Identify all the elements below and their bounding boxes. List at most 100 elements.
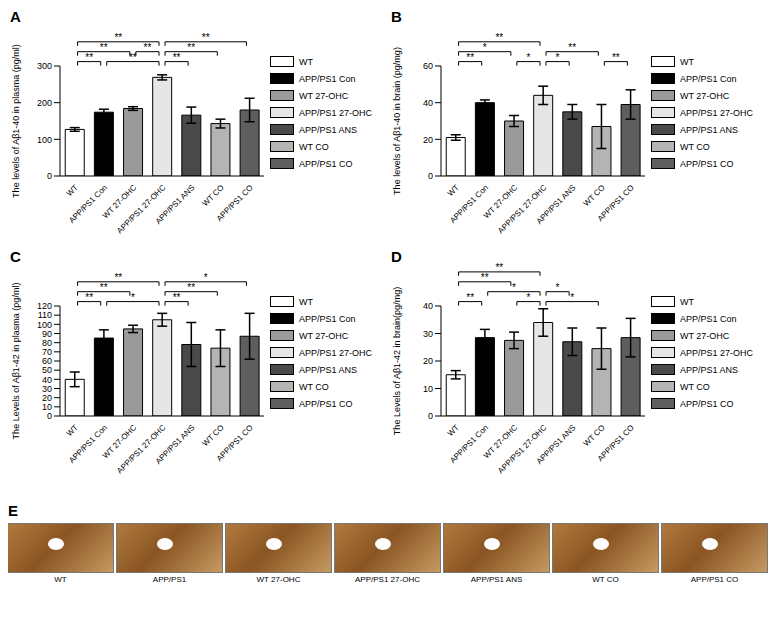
html-text:APP/PS1 Con: APP/PS1 Con	[680, 73, 737, 84]
svg-text:**: **	[85, 292, 93, 303]
svg-text:**: **	[100, 282, 108, 293]
svg-text:APP/PS1 27-OHC: APP/PS1 27-OHC	[496, 423, 548, 475]
svg-text:*: *	[512, 282, 516, 293]
svg-text:**: **	[100, 42, 108, 53]
svg-text:80: 80	[42, 338, 52, 348]
svg-text:APP/PS1 Con: APP/PS1 Con	[67, 423, 109, 465]
html-text:B: B	[391, 8, 402, 25]
svg-text:0: 0	[47, 411, 52, 421]
svg-text:WT: WT	[446, 183, 461, 198]
svg-text:10: 10	[423, 384, 433, 394]
svg-text:**: **	[466, 292, 474, 303]
svg-text:**: **	[144, 42, 152, 53]
svg-text:*: *	[556, 282, 560, 293]
svg-text:**: **	[187, 42, 195, 53]
html-text:WT 27-OHC: WT 27-OHC	[680, 90, 730, 101]
svg-text:*: *	[526, 292, 530, 303]
svg-text:*: *	[556, 52, 560, 63]
svg-text:*: *	[570, 292, 574, 303]
svg-text:120: 120	[37, 301, 52, 311]
svg-text:**: **	[568, 42, 576, 53]
html-text:APP/PS1 Con: APP/PS1 Con	[299, 73, 356, 84]
svg-text:APP/PS1 Con: APP/PS1 Con	[448, 423, 490, 465]
svg-text:30: 30	[423, 329, 433, 339]
svg-text:50: 50	[42, 365, 52, 375]
svg-text:APP/PS1 ANS: APP/PS1 ANS	[154, 423, 197, 466]
svg-text:The levels of Aβ1-40 in brain: The levels of Aβ1-40 in brain (pg/mg)	[392, 47, 402, 195]
svg-text:WT CO: WT CO	[201, 183, 226, 208]
svg-text:WT 27-OHC: WT 27-OHC	[100, 183, 139, 221]
svg-text:APP/PS1 27-OHC: APP/PS1 27-OHC	[115, 183, 167, 235]
svg-text:300: 300	[37, 61, 52, 71]
svg-text:**: **	[612, 52, 620, 63]
svg-text:APP/PS1 ANS: APP/PS1 ANS	[535, 183, 578, 226]
svg-text:20: 20	[423, 356, 433, 366]
svg-text:90: 90	[42, 329, 52, 339]
svg-text:*: *	[526, 52, 530, 63]
svg-text:0: 0	[47, 171, 52, 181]
html-text:WT 27-OHC: WT 27-OHC	[299, 90, 349, 101]
svg-text:WT: WT	[65, 183, 80, 198]
svg-text:WT 27-OHC: WT 27-OHC	[100, 423, 139, 461]
svg-text:**: **	[495, 262, 503, 273]
svg-text:40: 40	[423, 301, 433, 311]
svg-text:APP/PS1 27-OHC: APP/PS1 27-OHC	[115, 423, 167, 475]
html-text:A: A	[10, 8, 21, 25]
svg-text:**: **	[495, 32, 503, 43]
svg-text:30: 30	[42, 384, 52, 394]
svg-text:APP/PS1 ANS: APP/PS1 ANS	[535, 423, 578, 466]
svg-text:The Levels of Aβ1-42 in plasma: The Levels of Aβ1-42 in plasma (pg/ml)	[11, 283, 21, 440]
svg-text:APP/PS1 Con: APP/PS1 Con	[67, 183, 109, 225]
svg-text:WT 27-OHC: WT 27-OHC	[481, 423, 520, 461]
svg-text:**: **	[114, 32, 122, 43]
html-text:WT: WT	[680, 56, 694, 67]
html-text:APP/PS1 ANS: APP/PS1 ANS	[299, 124, 357, 135]
svg-text:**: **	[481, 272, 489, 283]
svg-text:**: **	[129, 52, 137, 63]
svg-text:**: **	[173, 292, 181, 303]
svg-text:APP/PS1 Con: APP/PS1 Con	[448, 183, 490, 225]
svg-text:110: 110	[38, 310, 52, 320]
svg-text:0: 0	[428, 411, 433, 421]
svg-text:APP/PS1 CO: APP/PS1 CO	[596, 183, 636, 223]
svg-text:100: 100	[37, 135, 52, 145]
svg-text:WT: WT	[446, 423, 461, 438]
svg-text:**: **	[202, 32, 210, 43]
svg-text:APP/PS1 CO: APP/PS1 CO	[596, 423, 636, 463]
svg-text:60: 60	[423, 61, 433, 71]
svg-text:**: **	[114, 272, 122, 283]
svg-text:APP/PS1 CO: APP/PS1 CO	[215, 183, 255, 223]
svg-text:APP/PS1 ANS: APP/PS1 ANS	[154, 183, 197, 226]
html-text:APP/PS1 27-OHC: APP/PS1 27-OHC	[680, 107, 753, 118]
svg-text:WT CO: WT CO	[582, 423, 607, 448]
svg-text:0: 0	[428, 171, 433, 181]
svg-text:WT: WT	[65, 423, 80, 438]
svg-text:APP/PS1 CO: APP/PS1 CO	[215, 423, 255, 463]
svg-text:The Levels of Aβ1-42 in brain(: The Levels of Aβ1-42 in brain(pg/mg)	[392, 287, 402, 435]
svg-text:40: 40	[423, 98, 433, 108]
svg-text:10: 10	[42, 402, 52, 412]
html-text:APP/PS1 CO: APP/PS1 CO	[299, 158, 353, 169]
svg-text:WT CO: WT CO	[582, 183, 607, 208]
svg-text:20: 20	[423, 135, 433, 145]
svg-text:40: 40	[42, 375, 52, 385]
html-text:WT: WT	[299, 56, 313, 67]
svg-text:70: 70	[42, 347, 52, 357]
svg-text:*: *	[204, 272, 208, 283]
html-text:WT CO: WT CO	[299, 141, 329, 152]
svg-text:**: **	[85, 52, 93, 63]
svg-text:**: **	[466, 52, 474, 63]
svg-text:WT CO: WT CO	[201, 423, 226, 448]
svg-text:APP/PS1 27-OHC: APP/PS1 27-OHC	[496, 183, 548, 235]
svg-text:200: 200	[37, 98, 52, 108]
svg-text:WT 27-OHC: WT 27-OHC	[481, 183, 520, 221]
svg-text:*: *	[131, 292, 135, 303]
svg-text:The levels of Aβ1-40 in plasma: The levels of Aβ1-40 in plasma (pg/ml)	[11, 44, 21, 198]
svg-text:20: 20	[42, 393, 52, 403]
html-text:APP/PS1 27-OHC: APP/PS1 27-OHC	[299, 107, 372, 118]
svg-text:**: **	[173, 52, 181, 63]
svg-text:100: 100	[37, 320, 52, 330]
svg-text:60: 60	[42, 356, 52, 366]
svg-text:**: **	[187, 282, 195, 293]
svg-text:*: *	[483, 42, 487, 53]
